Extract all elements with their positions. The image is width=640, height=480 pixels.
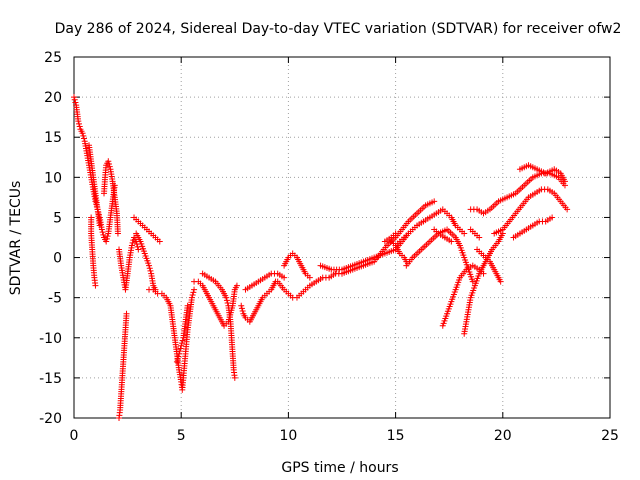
data-point (75, 118, 82, 125)
data-point-trace (223, 297, 230, 304)
y-tick-label: -5 (48, 291, 62, 307)
data-point (476, 234, 483, 241)
data-point-trace (106, 160, 113, 167)
data-point-trace (189, 291, 196, 298)
x-tick-label: 15 (387, 428, 405, 444)
data-point-trace (103, 235, 110, 242)
chart-title: Day 286 of 2024, Sidereal Day-to-day VTE… (55, 21, 622, 37)
y-tick-label: 10 (44, 170, 62, 186)
y-tick-label: -20 (39, 411, 62, 427)
data-point (191, 286, 198, 293)
data-point (146, 262, 153, 269)
data-point (448, 238, 455, 245)
data-point (461, 230, 468, 237)
data-point (71, 94, 77, 101)
data-point-trace (99, 229, 106, 236)
y-tick-label: -10 (39, 331, 62, 347)
data-point (123, 310, 130, 317)
axis-ticks: 0 5 10 15 20 25 -20 -15 -10 -5 0 5 10 15 20 25 (39, 50, 619, 444)
x-axis-label: GPS time / hours (281, 460, 398, 476)
data-point-trace (104, 233, 111, 240)
data-point-trace (76, 120, 83, 127)
data-point-trace (224, 300, 231, 307)
y-tick-label: 5 (53, 210, 62, 226)
y-tick-label: 20 (44, 90, 62, 106)
y-tick-label: 15 (44, 130, 62, 146)
plot-frame (73, 56, 611, 419)
data-point-trace (178, 340, 185, 347)
data-point (238, 302, 245, 309)
data-point (156, 238, 163, 245)
x-tick-label: 20 (494, 428, 512, 444)
data-point (564, 206, 571, 213)
data-point-trace (190, 289, 197, 296)
data-point (105, 158, 112, 165)
data-point (98, 226, 105, 233)
data-point (561, 178, 568, 185)
x-tick-label: 0 (70, 428, 79, 444)
data-point (79, 130, 86, 137)
data-point (431, 198, 438, 205)
data-point-trace (177, 345, 184, 352)
y-tick-label: 0 (53, 251, 62, 267)
data-point (231, 374, 238, 381)
x-tick-label: 5 (177, 428, 186, 444)
y-axis-label: SDTVAR / TECUs (8, 181, 24, 296)
data-point (92, 198, 99, 205)
data-point-trace (76, 123, 83, 130)
data-points (71, 94, 571, 421)
data-point (103, 238, 110, 245)
data-point-trace (72, 99, 79, 106)
data-point (176, 350, 183, 357)
data-point-trace (106, 163, 113, 170)
data-point (281, 274, 288, 281)
x-tick-label: 25 (601, 428, 619, 444)
y-tick-label: -15 (39, 371, 62, 387)
data-point (178, 342, 185, 349)
x-tick-label: 10 (279, 428, 297, 444)
data-point-trace (176, 348, 183, 355)
data-point (497, 278, 504, 285)
data-point (392, 230, 399, 237)
data-point (223, 294, 230, 301)
data-point (549, 214, 556, 221)
data-point (114, 230, 121, 237)
data-point-trace (129, 239, 136, 246)
data-point-trace (175, 353, 182, 360)
data-point-trace (71, 96, 78, 103)
grid-lines (74, 57, 610, 418)
data-point-trace (147, 267, 154, 274)
data-point (306, 274, 313, 281)
data-point-trace (146, 265, 153, 272)
data-point (469, 278, 476, 285)
y-tick-label: 25 (44, 50, 62, 66)
data-point-trace (174, 356, 181, 363)
data-point (128, 242, 135, 249)
data-point-trace (238, 305, 245, 312)
data-point-trace (134, 243, 141, 250)
data-point-trace (81, 135, 88, 142)
data-point (188, 294, 195, 301)
data-point (96, 222, 103, 229)
data-point (233, 282, 240, 289)
data-point (92, 282, 99, 289)
data-point (184, 302, 191, 309)
data-point (135, 246, 142, 253)
data-point-trace (179, 337, 186, 344)
data-point (173, 358, 180, 365)
data-point-trace (239, 308, 246, 315)
data-point-trace (80, 132, 87, 139)
data-point-trace (100, 231, 107, 238)
